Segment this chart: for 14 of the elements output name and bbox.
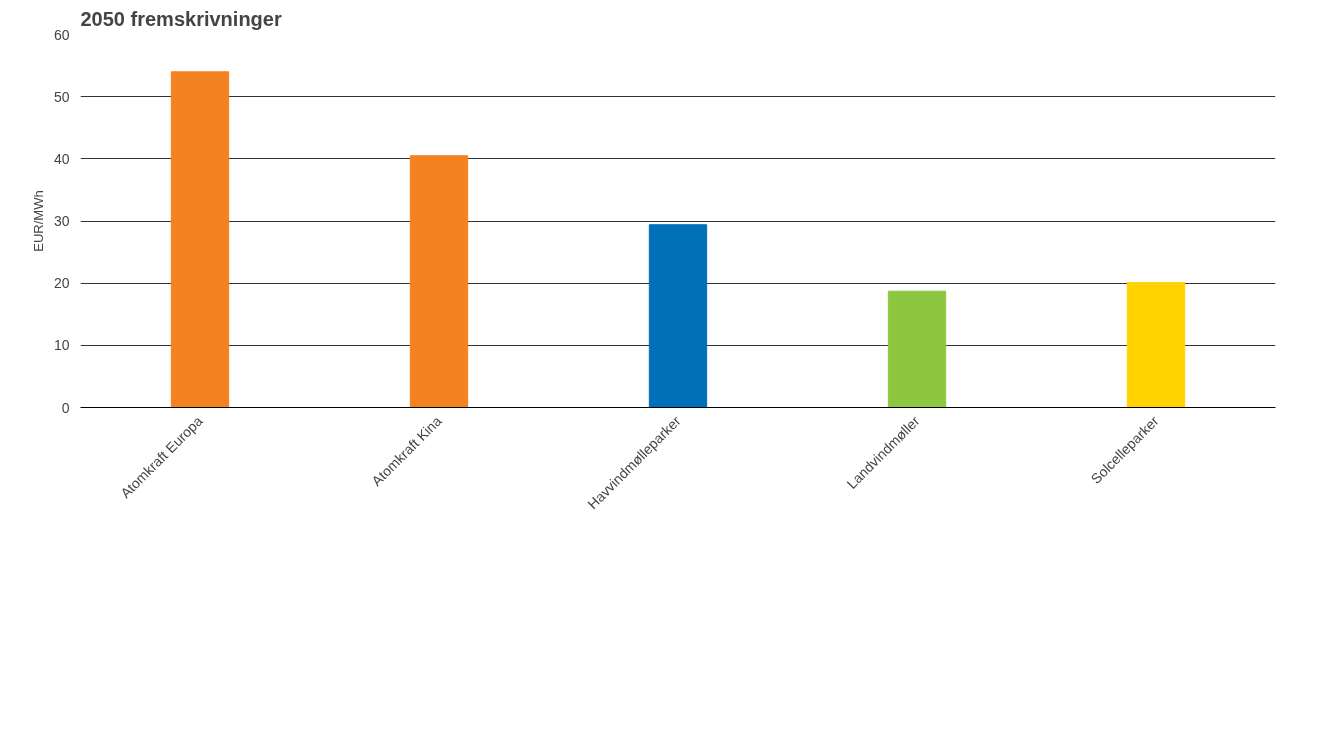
bar — [1126, 282, 1186, 408]
bar — [887, 290, 947, 408]
bar — [170, 71, 230, 408]
y-tick-label: 10 — [53, 337, 70, 354]
y-tick-label: 50 — [53, 88, 70, 105]
y-axis-title: EUR/MWh — [30, 190, 46, 252]
y-tick-label: 40 — [53, 150, 70, 167]
y-tick-label: 0 — [61, 399, 70, 416]
bar — [409, 155, 469, 408]
y-tick-label: 30 — [53, 213, 70, 229]
chart-title: 2050 fremskrivninger — [80, 7, 282, 30]
bar — [648, 224, 708, 408]
y-tick-label: 20 — [53, 275, 70, 292]
y-tick-label: 60 — [53, 26, 70, 43]
